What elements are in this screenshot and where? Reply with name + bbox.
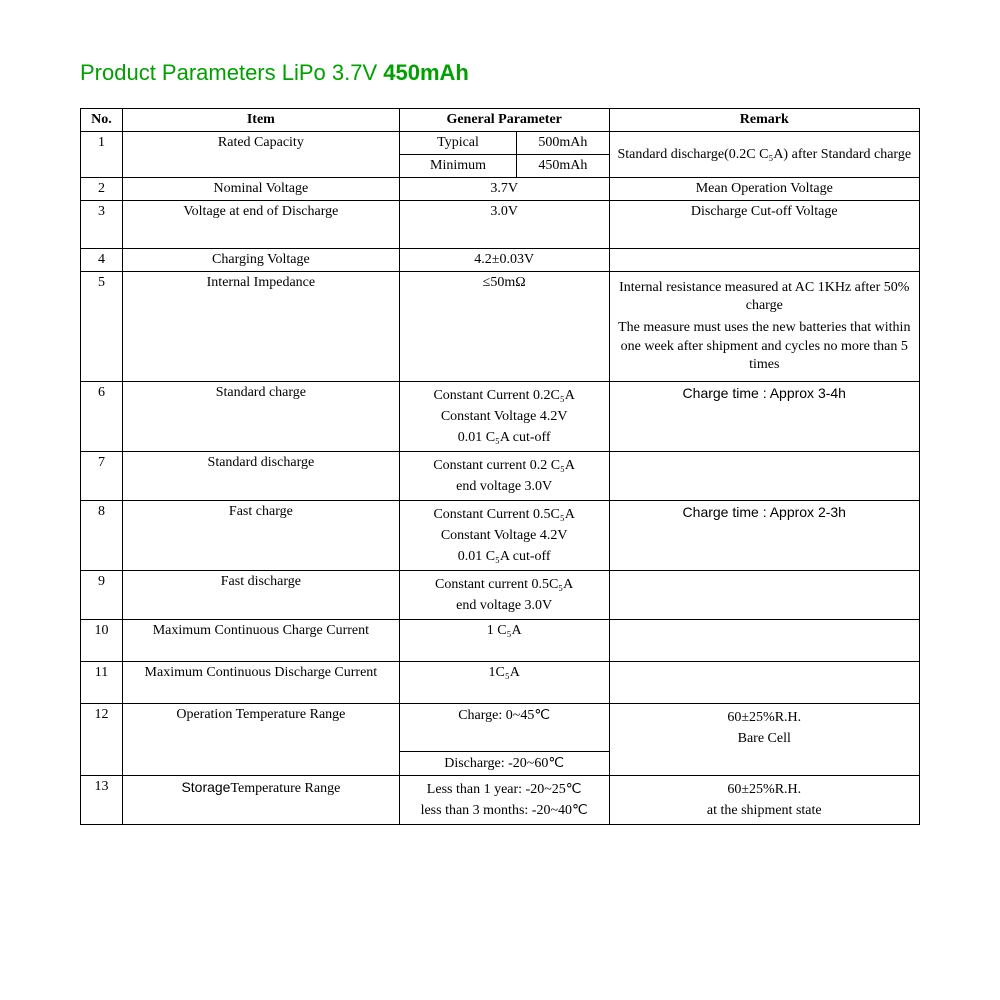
cell-gp-typical-label: Typical xyxy=(399,132,516,155)
cell-remark xyxy=(609,570,919,619)
table-row: 12 Operation Temperature Range Charge: 0… xyxy=(81,703,920,751)
title-prefix: Product Parameters LiPo 3.7V xyxy=(80,60,383,85)
cell-gp: Constant current 0.5C₅A end voltage 3.0V xyxy=(399,570,609,619)
cell-gp: Constant current 0.2 C₅A end voltage 3.0… xyxy=(399,451,609,500)
cell-no: 11 xyxy=(81,661,123,703)
cell-gp: Constant Current 0.5C₅A Constant Voltage… xyxy=(399,500,609,570)
cell-gp-charge: Charge: 0~45℃ xyxy=(399,703,609,751)
gp-line: Constant Voltage 4.2V xyxy=(404,406,605,427)
cell-remark: Internal resistance measured at AC 1KHz … xyxy=(609,272,919,382)
gp-line: Constant current 0.2 C₅A xyxy=(404,455,605,476)
cell-no: 1 xyxy=(81,132,123,178)
cell-item: Internal Impedance xyxy=(122,272,399,382)
cell-item: Standard discharge xyxy=(122,451,399,500)
header-no: No. xyxy=(81,109,123,132)
gp-line: Constant Voltage 4.2V xyxy=(404,525,605,546)
cell-remark: Discharge Cut-off Voltage xyxy=(609,201,919,249)
gp-line: Constant Current 0.5C₅A xyxy=(404,504,605,525)
table-row: 8 Fast charge Constant Current 0.5C₅A Co… xyxy=(81,500,920,570)
cell-no: 2 xyxy=(81,178,123,201)
cell-remark: Charge time : Approx 3-4h xyxy=(609,381,919,451)
cell-gp: 3.0V xyxy=(399,201,609,249)
cell-gp: ≤50mΩ xyxy=(399,272,609,382)
cell-remark: Charge time : Approx 2-3h xyxy=(609,500,919,570)
remark-line: Bare Cell xyxy=(614,728,915,749)
parameters-table: No. Item General Parameter Remark 1 Rate… xyxy=(80,108,920,825)
cell-no: 5 xyxy=(81,272,123,382)
cell-gp: Constant Current 0.2C₅A Constant Voltage… xyxy=(399,381,609,451)
table-row: 10 Maximum Continuous Charge Current 1 C… xyxy=(81,619,920,661)
cell-no: 7 xyxy=(81,451,123,500)
page-title: Product Parameters LiPo 3.7V 450mAh xyxy=(80,60,920,86)
table-row: 3 Voltage at end of Discharge 3.0V Disch… xyxy=(81,201,920,249)
remark-line: at the shipment state xyxy=(614,800,915,821)
cell-item: Voltage at end of Discharge xyxy=(122,201,399,249)
gp-line: 0.01 C₅A cut-off xyxy=(404,427,605,448)
gp-line: end voltage 3.0V xyxy=(404,476,605,497)
cell-gp-typical-value: 500mAh xyxy=(517,132,609,155)
cell-remark xyxy=(609,451,919,500)
cell-no: 3 xyxy=(81,201,123,249)
cell-gp: 4.2±0.03V xyxy=(399,249,609,272)
item-rest: Temperature Range xyxy=(230,781,340,796)
header-general-parameter: General Parameter xyxy=(399,109,609,132)
cell-no: 6 xyxy=(81,381,123,451)
cell-item: Standard charge xyxy=(122,381,399,451)
table-row: 2 Nominal Voltage 3.7V Mean Operation Vo… xyxy=(81,178,920,201)
cell-gp-discharge: Discharge: -20~60℃ xyxy=(399,751,609,775)
gp-line: Constant Current 0.2C₅A xyxy=(404,385,605,406)
cell-item: Fast charge xyxy=(122,500,399,570)
cell-item: Maximum Continuous Charge Current xyxy=(122,619,399,661)
cell-remark xyxy=(609,249,919,272)
cell-item: Fast discharge xyxy=(122,570,399,619)
table-header-row: No. Item General Parameter Remark xyxy=(81,109,920,132)
remark-p2: The measure must uses the new batteries … xyxy=(614,319,915,374)
cell-no: 13 xyxy=(81,775,123,824)
cell-remark xyxy=(609,619,919,661)
cell-item: Charging Voltage xyxy=(122,249,399,272)
cell-remark: 60±25%R.H. at the shipment state xyxy=(609,775,919,824)
table-row: 7 Standard discharge Constant current 0.… xyxy=(81,451,920,500)
gp-line: Constant current 0.5C₅A xyxy=(404,574,605,595)
header-item: Item xyxy=(122,109,399,132)
remark-p1: Internal resistance measured at AC 1KHz … xyxy=(614,279,915,315)
cell-item: Nominal Voltage xyxy=(122,178,399,201)
cell-gp: 1C₅A xyxy=(399,661,609,703)
gp-line: end voltage 3.0V xyxy=(404,595,605,616)
table-row: 1 Rated Capacity Typical 500mAh Standard… xyxy=(81,132,920,155)
cell-no: 12 xyxy=(81,703,123,775)
remark-line: 60±25%R.H. xyxy=(614,779,915,800)
cell-remark: 60±25%R.H. Bare Cell xyxy=(609,703,919,775)
cell-item: Operation Temperature Range xyxy=(122,703,399,775)
cell-gp: 3.7V xyxy=(399,178,609,201)
table-row: 5 Internal Impedance ≤50mΩ Internal resi… xyxy=(81,272,920,382)
cell-item: StorageTemperature Range xyxy=(122,775,399,824)
table-row: 4 Charging Voltage 4.2±0.03V xyxy=(81,249,920,272)
cell-item: Maximum Continuous Discharge Current xyxy=(122,661,399,703)
cell-gp-minimum-label: Minimum xyxy=(399,155,516,178)
table-row: 11 Maximum Continuous Discharge Current … xyxy=(81,661,920,703)
gp-line: 0.01 C₅A cut-off xyxy=(404,546,605,567)
cell-no: 10 xyxy=(81,619,123,661)
header-remark: Remark xyxy=(609,109,919,132)
cell-item: Rated Capacity xyxy=(122,132,399,178)
cell-no: 4 xyxy=(81,249,123,272)
title-capacity: 450mAh xyxy=(383,60,469,85)
cell-gp-minimum-value: 450mAh xyxy=(517,155,609,178)
cell-gp: 1 C₅A xyxy=(399,619,609,661)
cell-no: 8 xyxy=(81,500,123,570)
cell-remark: Mean Operation Voltage xyxy=(609,178,919,201)
table-row: 13 StorageTemperature Range Less than 1 … xyxy=(81,775,920,824)
table-row: 6 Standard charge Constant Current 0.2C₅… xyxy=(81,381,920,451)
table-row: 9 Fast discharge Constant current 0.5C₅A… xyxy=(81,570,920,619)
gp-line: Less than 1 year: -20~25℃ xyxy=(404,779,605,800)
cell-remark xyxy=(609,661,919,703)
cell-no: 9 xyxy=(81,570,123,619)
remark-line: 60±25%R.H. xyxy=(614,707,915,728)
gp-line: less than 3 months: -20~40℃ xyxy=(404,800,605,821)
cell-gp: Less than 1 year: -20~25℃ less than 3 mo… xyxy=(399,775,609,824)
cell-remark: Standard discharge(0.2C C₅A) after Stand… xyxy=(609,132,919,178)
item-prefix: Storage xyxy=(181,779,230,795)
